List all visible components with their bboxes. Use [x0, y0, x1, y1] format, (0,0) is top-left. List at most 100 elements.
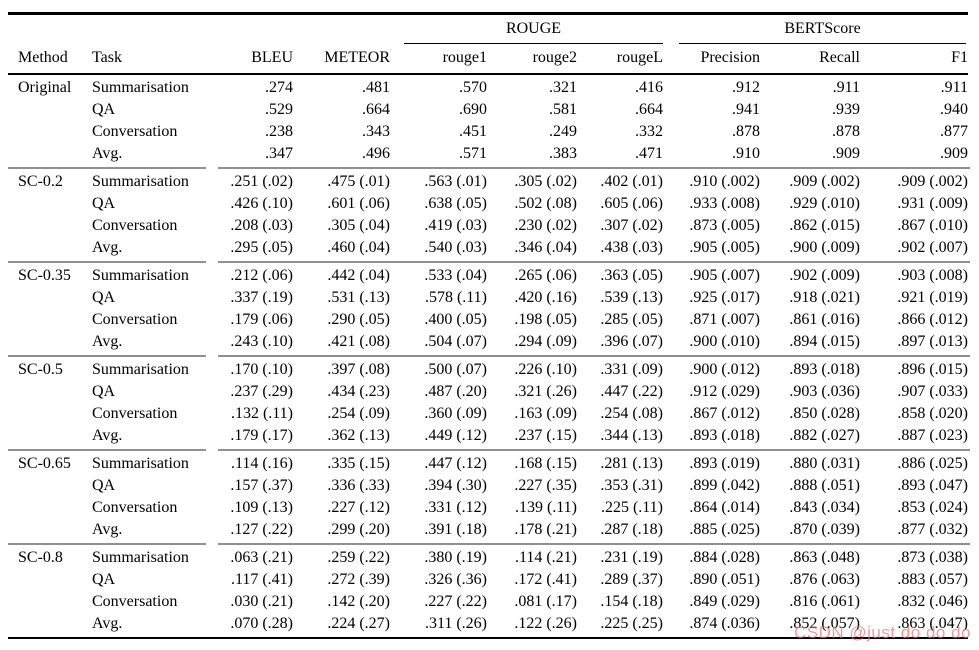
recall-value: .880 (.031) [789, 454, 860, 472]
meteor-value: .397 (.08) [327, 360, 390, 378]
rougel-value: .332 [635, 122, 663, 140]
method-group: Original Summarisation .274 .481 .570 .3… [8, 75, 968, 167]
method-cell: SC-0.2 [18, 172, 63, 190]
rouge2-value: .230 (.02) [514, 216, 577, 234]
method-cell [8, 403, 88, 425]
meteor-value: .254 (.09) [327, 404, 390, 422]
f1-value: .902 (.007) [897, 238, 968, 256]
rougel-value: .307 (.02) [600, 216, 663, 234]
bleu-value: .347 [265, 144, 293, 162]
method-cell: SC-0.35 [18, 266, 71, 284]
task-cell: Summarisation [92, 360, 189, 378]
recall-value: .893 (.018) [789, 360, 860, 378]
group-separator [8, 542, 970, 545]
task-cell: Conversation [92, 216, 178, 234]
precision-value: .864 (.014) [689, 498, 760, 516]
table-row: Conversation .030 (.21) .142 (.20) .227 … [8, 591, 968, 613]
rouge2-value: .122 (.26) [514, 614, 577, 632]
bleu-value: .179 (.06) [230, 310, 293, 328]
f1-value: .877 [940, 122, 968, 140]
method-cell [8, 591, 88, 613]
meteor-value: .227 (.12) [327, 498, 390, 516]
meteor-value: .299 (.20) [327, 520, 390, 538]
f1-value: .896 (.015) [897, 360, 968, 378]
rouge1-value: .451 [459, 122, 487, 140]
rouge1-value: .394 (.30) [424, 476, 487, 494]
precision-value: .873 (.005) [689, 216, 760, 234]
task-cell: Avg. [92, 426, 123, 444]
rouge2-value: .172 (.41) [514, 570, 577, 588]
recall-value: .863 (.048) [789, 548, 860, 566]
precision-value: .912 [732, 78, 760, 96]
f1-value: .873 (.038) [897, 548, 968, 566]
rouge2-value: .249 [549, 122, 577, 140]
col-header-bleu: BLEU [251, 48, 293, 66]
rouge2-value: .383 [549, 144, 577, 162]
rouge2-value: .294 (.09) [514, 332, 577, 350]
rouge2-value: .420 (.16) [514, 288, 577, 306]
table-row: SC-0.35 Summarisation .212 (.06) .442 (.… [8, 265, 968, 287]
recall-value: .894 (.015) [789, 332, 860, 350]
rouge1-value: .571 [459, 144, 487, 162]
meteor-value: .531 (.13) [327, 288, 390, 306]
rougel-value: .664 [635, 100, 663, 118]
rouge1-value: .419 (.03) [424, 216, 487, 234]
method-cell [8, 121, 88, 143]
task-cell: Avg. [92, 332, 123, 350]
table-row: Avg. .347 .496 .571 .383 .471 .910 .909 … [8, 143, 968, 165]
rougel-value: .289 (.37) [600, 570, 663, 588]
task-cell: Avg. [92, 614, 123, 632]
rouge2-value: .502 (.08) [514, 194, 577, 212]
method-group: SC-0.65 Summarisation .114 (.16) .335 (.… [8, 451, 968, 543]
method-cell: SC-0.5 [18, 360, 63, 378]
rouge2-value: .305 (.02) [514, 172, 577, 190]
bleu-value: .426 (.10) [230, 194, 293, 212]
table-row: Conversation .132 (.11) .254 (.09) .360 … [8, 403, 968, 425]
table-row: Avg. .243 (.10) .421 (.08) .504 (.07) .2… [8, 331, 968, 353]
rouge2-value: .581 [549, 100, 577, 118]
f1-value: .886 (.025) [897, 454, 968, 472]
rougel-value: .281 (.13) [600, 454, 663, 472]
f1-value: .909 (.002) [897, 172, 968, 190]
rouge1-value: .449 (.12) [424, 426, 487, 444]
f1-value: .887 (.023) [897, 426, 968, 444]
rouge1-value: .500 (.07) [424, 360, 487, 378]
separator-left-segment [8, 542, 206, 545]
precision-value: .884 (.028) [689, 548, 760, 566]
bleu-value: .157 (.37) [230, 476, 293, 494]
method-cell [8, 287, 88, 309]
method-group: SC-0.35 Summarisation .212 (.06) .442 (.… [8, 263, 968, 355]
group-separator [8, 166, 970, 169]
method-cell: Original [18, 78, 72, 96]
rouge1-value: .227 (.22) [424, 592, 487, 610]
col-header-task: Task [92, 48, 122, 66]
col-header-meteor: METEOR [324, 48, 390, 66]
rouge1-value: .391 (.18) [424, 520, 487, 538]
rouge1-value: .690 [459, 100, 487, 118]
meteor-value: .434 (.23) [327, 382, 390, 400]
rouge-group-underline: ROUGE [404, 15, 663, 44]
method-cell [8, 99, 88, 121]
rouge1-value: .533 (.04) [424, 266, 487, 284]
rouge1-value: .487 (.20) [424, 382, 487, 400]
recall-value: .862 (.015) [789, 216, 860, 234]
group-header-row: ROUGE BERTScore [8, 15, 968, 44]
rouge2-value: .321 [549, 78, 577, 96]
separator-right-segment [218, 260, 970, 263]
rouge1-value: .311 (.26) [424, 614, 487, 632]
rougel-value: .225 (.11) [600, 498, 663, 516]
col-header-recall: Recall [819, 48, 860, 66]
meteor-value: .460 (.04) [327, 238, 390, 256]
bleu-value: .117 (.41) [230, 570, 293, 588]
bleu-value: .063 (.21) [230, 548, 293, 566]
bertscore-group-label: BERTScore [784, 19, 861, 37]
precision-value: .874 (.036) [689, 614, 760, 632]
precision-value: .885 (.025) [689, 520, 760, 538]
meteor-value: .362 (.13) [327, 426, 390, 444]
bleu-value: .070 (.28) [230, 614, 293, 632]
bleu-value: .529 [265, 100, 293, 118]
method-group: SC-0.2 Summarisation .251 (.02) .475 (.0… [8, 169, 968, 261]
rouge-group-header: ROUGE [390, 15, 663, 44]
meteor-value: .496 [362, 144, 390, 162]
precision-value: .849 (.029) [689, 592, 760, 610]
